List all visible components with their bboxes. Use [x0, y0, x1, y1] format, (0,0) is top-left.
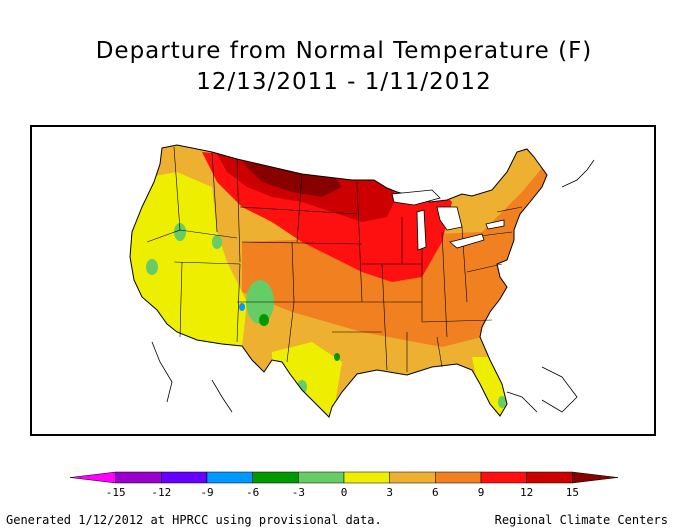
map-title: Departure from Normal Temperature (F): [95, 38, 593, 64]
legend-bin: [161, 471, 208, 484]
state-boundaries: [146, 146, 523, 372]
legend-tick-label: -15: [106, 486, 126, 499]
map-frame: [30, 125, 656, 436]
legend-tick-label: 0: [341, 486, 348, 499]
legend-bin: [572, 471, 619, 484]
us-temperature-map: [129, 144, 595, 418]
map-date-range: 12/13/2011 - 1/11/2012: [196, 69, 492, 95]
legend-bin: [298, 471, 345, 484]
coastline-details: [151, 159, 595, 413]
legend-tick-label: 6: [432, 486, 439, 499]
legend-bin: [206, 471, 253, 484]
legend-tick-label: 3: [386, 486, 393, 499]
legend-tick-label: -6: [246, 486, 259, 499]
legend-bin: [480, 471, 527, 484]
legend-bin: [115, 471, 162, 484]
footer-generation-note: Generated 1/12/2012 at HPRCC using provi…: [6, 513, 382, 527]
footer-source: Regional Climate Centers: [494, 513, 668, 527]
legend-tick-label: -12: [151, 486, 171, 499]
legend-tick-label: -9: [200, 486, 213, 499]
legend-bin: [389, 471, 436, 484]
legend-bin: [435, 471, 482, 484]
legend-tick-label: 15: [566, 486, 579, 499]
legend-bin: [343, 471, 390, 484]
legend-tick-label: 9: [478, 486, 485, 499]
color-scale-legend: -15 -12 -9 -6 -3 0 3 6 9 12 15: [69, 471, 619, 499]
great-lakes: [391, 189, 505, 251]
legend-bin: [252, 471, 299, 484]
legend-bin: [526, 471, 573, 484]
legend-bin: [69, 471, 116, 484]
legend-tick-label: -3: [292, 486, 305, 499]
legend-tick-label: 12: [520, 486, 533, 499]
